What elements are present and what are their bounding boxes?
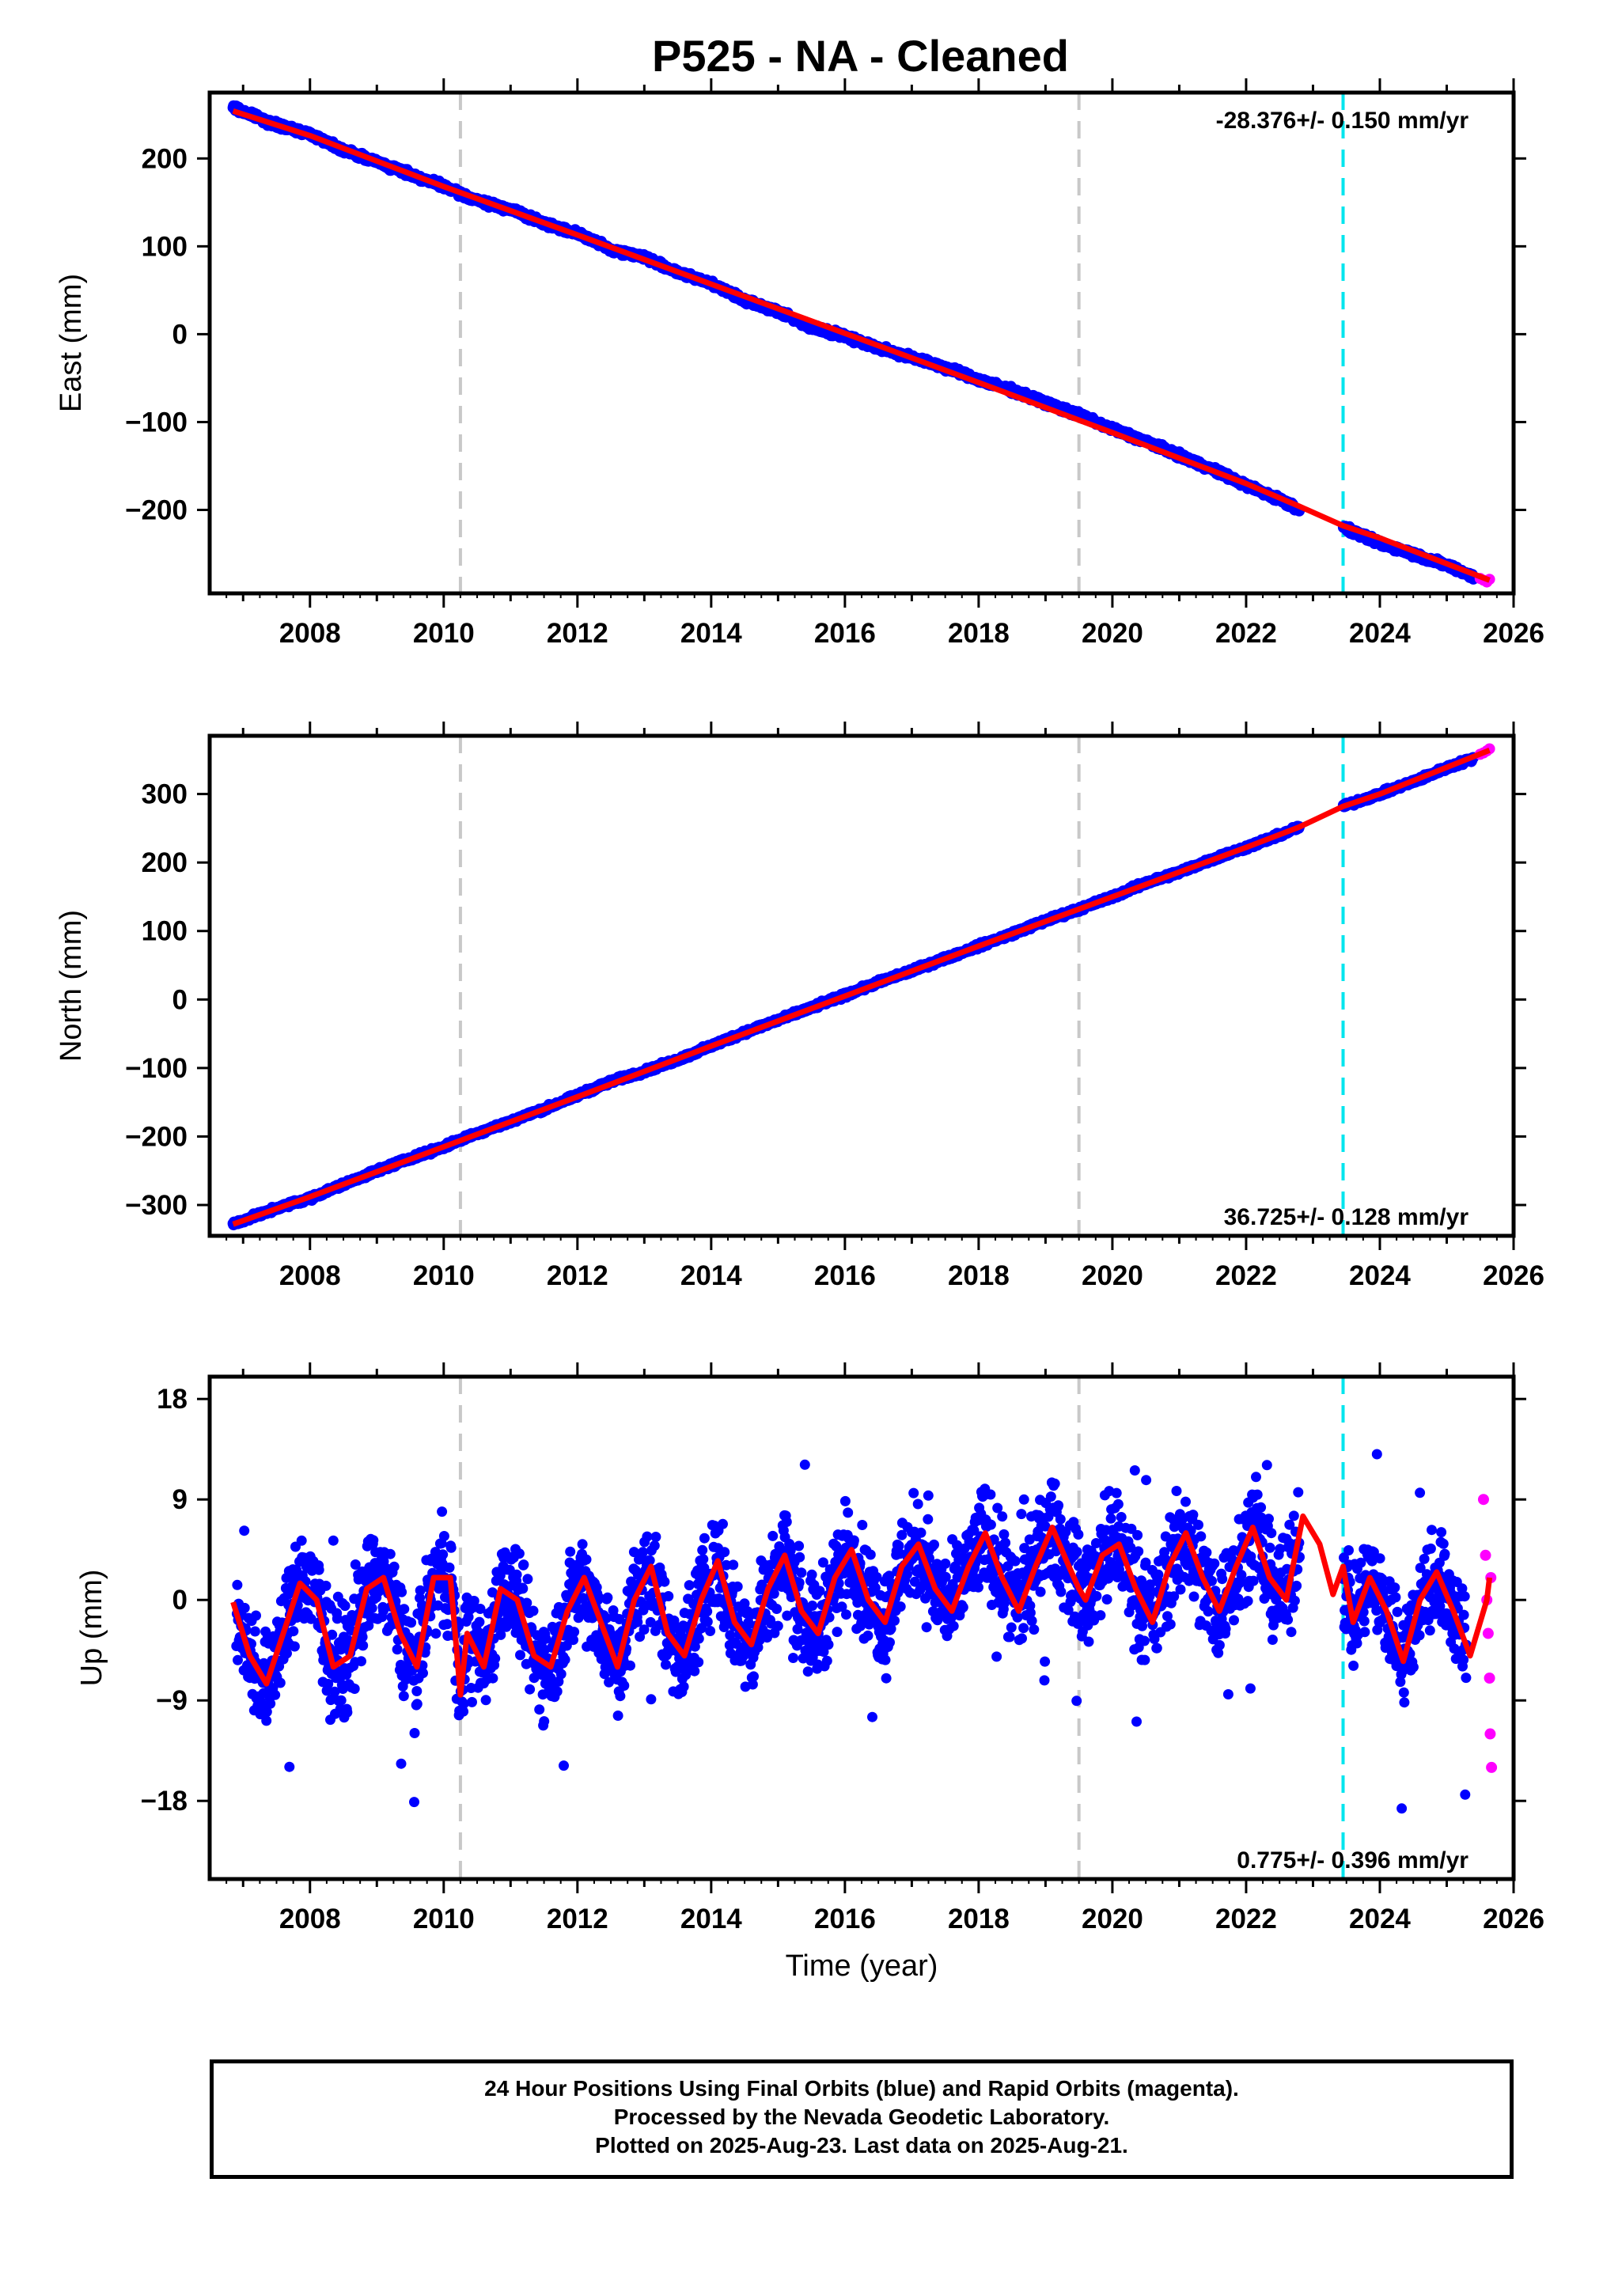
page-title: P525 - NA - Cleaned	[652, 31, 1069, 81]
east-x-tick-label: 2010	[413, 618, 475, 649]
east-x-tick-label: 2026	[1483, 618, 1544, 649]
east-x-tick-label: 2022	[1215, 618, 1277, 649]
east-panel: 2008 2010 2012 2014 2016 2018 2020 2022 2024 2026…	[55, 78, 1544, 649]
east-y-tick-label: 200	[142, 143, 188, 174]
east-y-tick-label: 0	[172, 319, 188, 350]
east-y-tick-label: −100	[125, 407, 188, 438]
east-x-tick-label: 2016	[814, 618, 876, 649]
east-rate-label: -28.376+/- 0.150 mm/yr	[1216, 108, 1469, 134]
east-x-tick-label: 2024	[1349, 618, 1411, 649]
east-x-tick-label: 2020	[1082, 618, 1143, 649]
east-x-tick-label: 2018	[948, 618, 1010, 649]
north-model-curve	[232, 747, 1491, 1227]
east-y-tick-label: 100	[142, 231, 188, 262]
east-x-tick-label: 2008	[279, 618, 341, 649]
east-x-tick-label: 2012	[547, 618, 608, 649]
east-y-tick-label: −200	[125, 495, 188, 526]
east-x-tick-label: 2014	[680, 618, 742, 649]
east-y-axis-label: East (mm)	[55, 274, 88, 412]
north-panel: 2008 2010 2012 2014 2016 2018 2020 2022 2024 2026…	[55, 722, 1544, 1291]
